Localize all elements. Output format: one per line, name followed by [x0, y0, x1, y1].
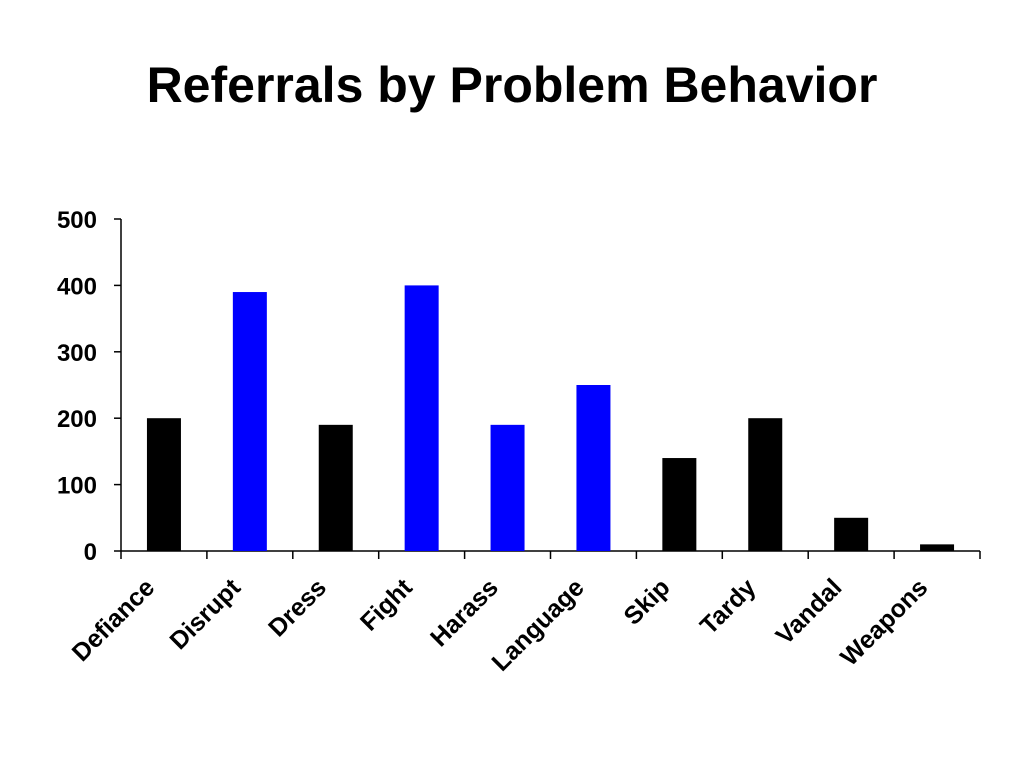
- chart-title: Referrals by Problem Behavior: [146, 57, 878, 113]
- bar-vandal: [834, 517, 869, 551]
- x-category-label: Harass: [425, 573, 504, 652]
- x-category-label: Fight: [355, 573, 418, 636]
- y-tick-label: 200: [57, 406, 97, 433]
- y-tick-label: 100: [57, 473, 97, 500]
- bar-dress: [318, 424, 353, 551]
- bar-harass: [490, 424, 525, 551]
- y-tick-label: 400: [57, 273, 97, 300]
- y-tick-label: 0: [84, 539, 97, 566]
- x-category-label: Disrupt: [164, 573, 246, 655]
- bar-disrupt: [232, 292, 267, 551]
- x-category-label: Defiance: [67, 573, 161, 667]
- bar-fight: [404, 285, 439, 551]
- x-category-label: Dress: [263, 573, 332, 642]
- bar-defiance: [146, 418, 181, 551]
- x-category-label: Skip: [618, 573, 675, 630]
- bar-language: [576, 385, 611, 551]
- x-category-label: Vandal: [771, 573, 848, 650]
- y-tick-labels: 0 100 200 300 400 500: [57, 207, 97, 566]
- x-category-label: Weapons: [835, 573, 933, 671]
- chart-bars: [146, 285, 955, 551]
- bar-tardy: [748, 418, 783, 551]
- bar-skip: [662, 458, 697, 551]
- y-tick-label: 500: [57, 207, 97, 234]
- x-category-label: Tardy: [695, 573, 762, 640]
- x-category-label: Language: [486, 573, 589, 676]
- y-tick-label: 300: [57, 340, 97, 367]
- bar-weapons: [920, 544, 955, 551]
